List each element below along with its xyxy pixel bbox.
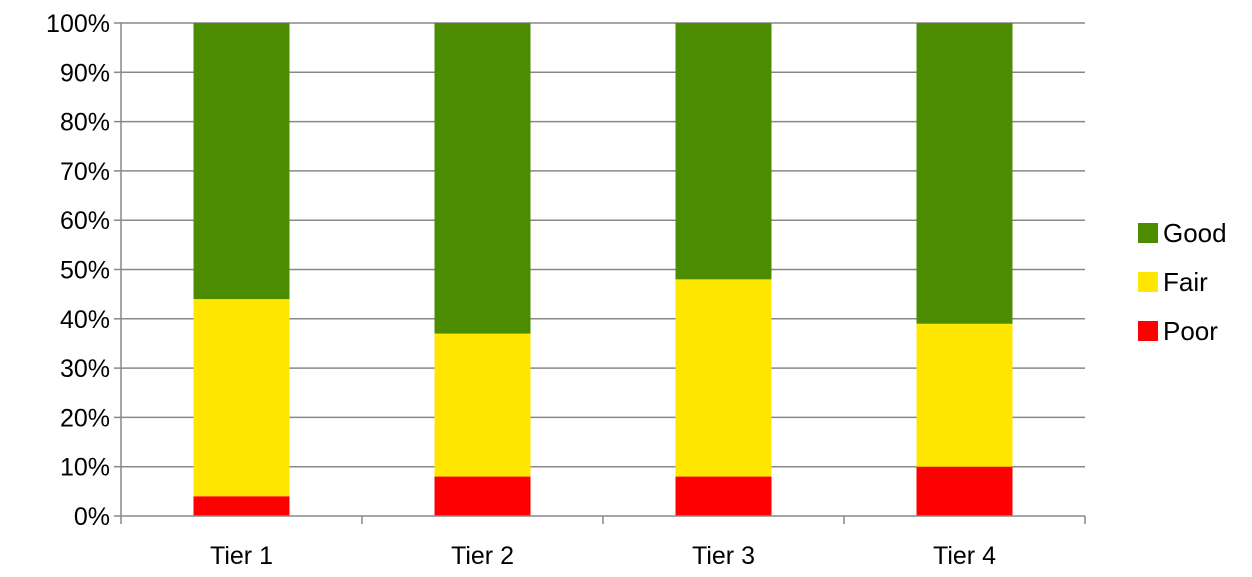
legend-swatch-poor: [1138, 321, 1158, 341]
y-tick-label: 70%: [60, 158, 110, 186]
y-tick-label: 90%: [60, 59, 110, 87]
y-tick-label: 50%: [60, 257, 110, 285]
bar-fair-tier-3: [675, 279, 772, 477]
x-tick-label: Tier 1: [210, 542, 273, 570]
x-tick-label: Tier 2: [451, 542, 514, 570]
y-tick-label: 100%: [46, 10, 110, 38]
y-tick-label: 60%: [60, 207, 110, 235]
bar-poor-tier-3: [675, 476, 772, 516]
axes: [114, 22, 1086, 524]
bar-good-tier-1: [193, 23, 290, 300]
x-tick-labels: Tier 1 Tier 2 Tier 3 Tier 4: [210, 542, 996, 570]
bar-fair-tier-2: [434, 333, 531, 477]
y-tick-label: 40%: [60, 306, 110, 334]
y-tick-labels: 0% 10% 20% 30% 40% 50% 60% 70% 80% 90% 100%: [46, 10, 110, 531]
y-tick-label: 10%: [60, 454, 110, 482]
y-tick-label: 80%: [60, 109, 110, 137]
y-tick-label: 20%: [60, 404, 110, 432]
y-tick-label: 0%: [74, 503, 110, 531]
legend: Good Fair Poor: [1138, 218, 1227, 346]
bar-good-tier-4: [916, 23, 1013, 324]
legend-label-fair: Fair: [1163, 267, 1208, 297]
x-tick-label: Tier 4: [933, 542, 996, 570]
bar-good-tier-3: [675, 23, 772, 280]
bar-fair-tier-4: [916, 323, 1013, 467]
legend-swatch-good: [1138, 223, 1158, 243]
legend-label-poor: Poor: [1163, 316, 1218, 346]
y-tick-label: 30%: [60, 355, 110, 383]
legend-label-good: Good: [1163, 218, 1227, 248]
legend-swatch-fair: [1138, 272, 1158, 292]
bars: [193, 23, 1013, 516]
bar-fair-tier-1: [193, 299, 290, 497]
bar-good-tier-2: [434, 23, 531, 334]
bar-poor-tier-4: [916, 466, 1013, 516]
x-tick-label: Tier 3: [692, 542, 755, 570]
bar-poor-tier-2: [434, 476, 531, 516]
bar-poor-tier-1: [193, 496, 290, 516]
